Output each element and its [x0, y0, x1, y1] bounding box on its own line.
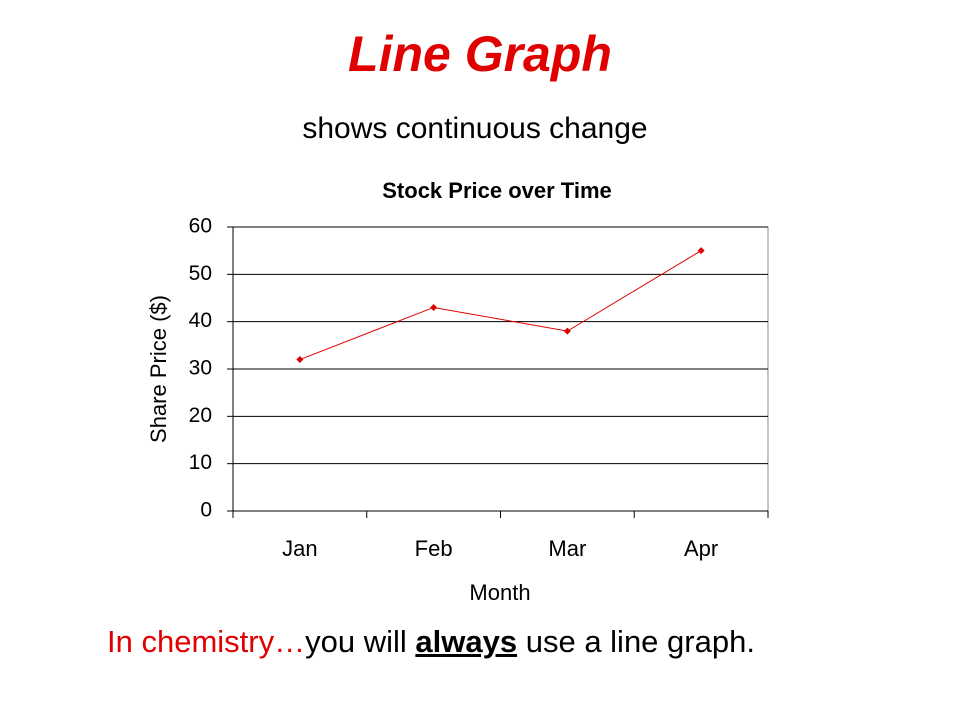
x-axis-label: Month [469, 580, 530, 605]
data-point [697, 247, 705, 255]
y-tick-label: 0 [200, 499, 212, 522]
y-tick-label: 20 [189, 404, 212, 427]
x-tick-label: Apr [684, 536, 718, 561]
y-tick-label: 30 [189, 357, 212, 380]
footer-emphasis: always [415, 624, 518, 659]
slide-subtitle: shows continuous change [302, 112, 647, 145]
x-tick-label: Jan [282, 536, 317, 561]
slide-title: Line Graph [348, 26, 612, 82]
footer-lead: In chemistry… [107, 624, 306, 659]
y-axis-label: Share Price ($) [146, 295, 171, 443]
data-point [430, 303, 438, 311]
data-point [296, 356, 304, 364]
data-line [299, 250, 702, 360]
y-tick-label: 60 [189, 215, 212, 238]
y-tick-label: 40 [189, 309, 212, 332]
footer: In chemistry…you will always use a line … [107, 624, 755, 660]
y-tick-label: 10 [189, 451, 212, 474]
footer-text: you will [305, 624, 407, 659]
chart-title: Stock Price over Time [382, 178, 612, 203]
footer-text: use a line graph. [525, 624, 755, 659]
y-tick-label: 50 [189, 262, 212, 285]
x-tick-label: Mar [548, 536, 586, 561]
x-tick-label: Feb [415, 536, 453, 561]
data-point [563, 327, 571, 335]
